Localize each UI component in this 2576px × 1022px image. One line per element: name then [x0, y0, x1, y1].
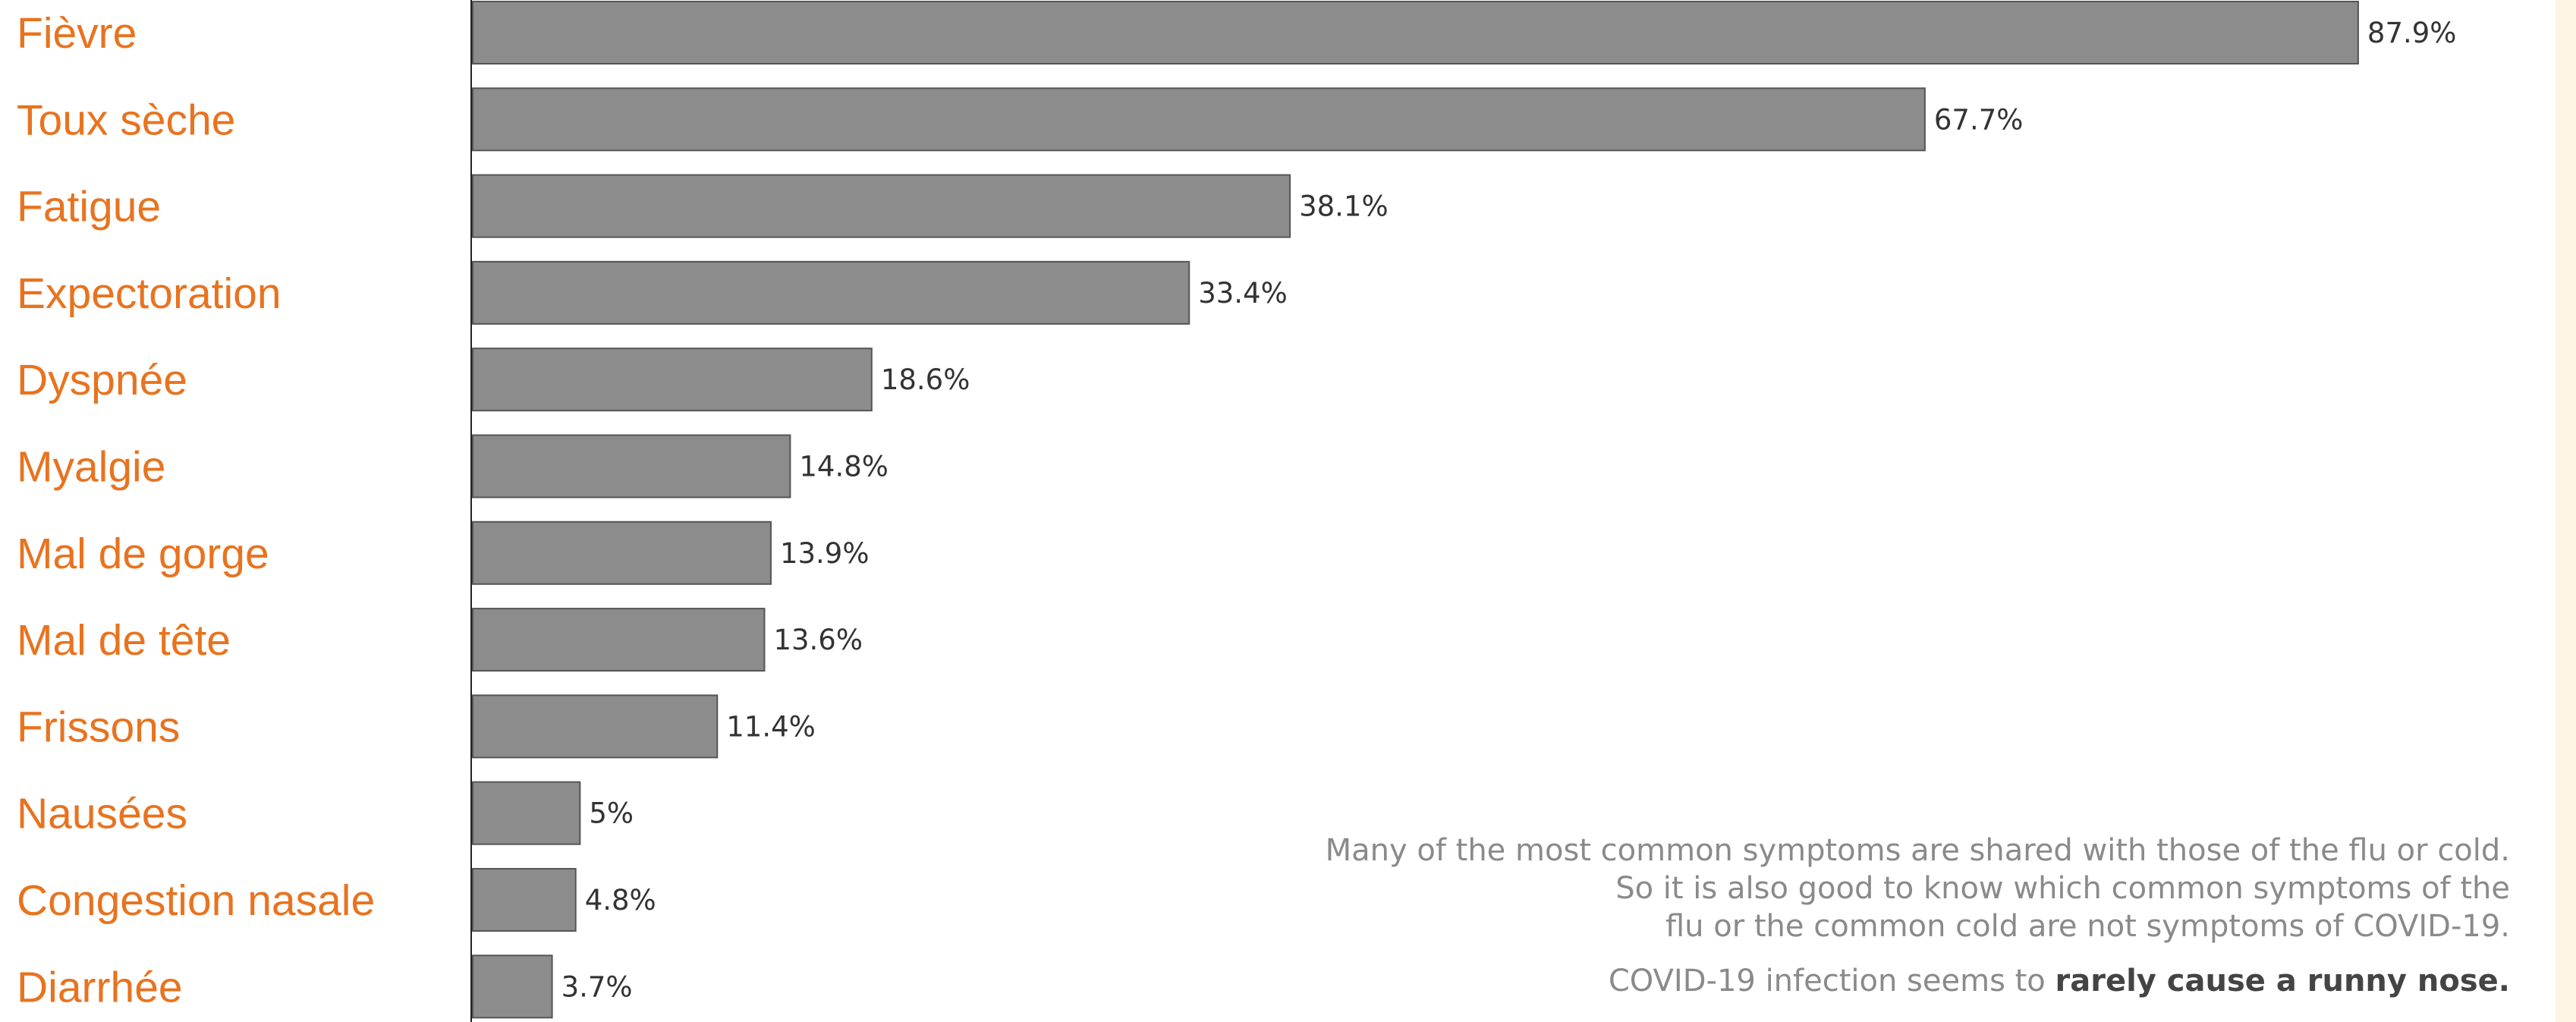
- value-label: 13.9%: [780, 537, 870, 570]
- category-labels-group: Fièvre Toux sèche Fatigue Expectoration Dysp…: [17, 9, 375, 1011]
- bar: [472, 434, 791, 498]
- bar: [472, 781, 581, 845]
- category-label: Congestion nasale: [17, 876, 375, 925]
- bar: [472, 347, 873, 412]
- category-label: Frissons: [17, 703, 180, 751]
- value-label: 67.7%: [1934, 103, 2024, 136]
- category-label: Expectoration: [17, 269, 282, 318]
- value-label: 5%: [589, 797, 634, 830]
- value-label: 38.1%: [1299, 190, 1389, 223]
- note-last-bold: rarely cause a runny nose.: [2055, 964, 2511, 998]
- category-label: Myalgie: [17, 443, 165, 492]
- bar: [472, 520, 772, 585]
- note-block: Many of the most common symptoms are sha…: [1326, 833, 2510, 998]
- value-label: 11.4%: [726, 710, 816, 743]
- bar: [472, 260, 1190, 325]
- value-labels-group: 87.9% 67.7% 38.1% 33.4% 18.6% 14.8% 13.9% 13.6%…: [561, 17, 2457, 1003]
- category-label: Mal de tête: [17, 616, 231, 665]
- note-line-1: Many of the most common symptoms are sha…: [1326, 833, 2510, 868]
- value-label: 18.6%: [881, 363, 970, 396]
- bar: [472, 174, 1291, 238]
- note-line-4: COVID-19 infection seems to rarely cause…: [1609, 964, 2510, 998]
- category-label: Toux sèche: [17, 96, 235, 144]
- bar: [472, 1, 2359, 64]
- note-last-prefix: COVID-19 infection seems to: [1609, 964, 2055, 998]
- category-label: Fièvre: [17, 9, 137, 58]
- bar: [472, 694, 719, 759]
- value-label: 13.6%: [773, 624, 863, 656]
- bar: [472, 868, 577, 932]
- category-label: Mal de gorge: [17, 530, 269, 578]
- value-label: 87.9%: [2367, 17, 2457, 49]
- bar: [472, 87, 1926, 152]
- note-line-3: flu or the common cold are not symptoms …: [1665, 909, 2510, 944]
- category-label: Diarrhée: [17, 963, 183, 1011]
- category-label: Fatigue: [17, 183, 161, 231]
- value-label: 3.7%: [561, 970, 633, 1003]
- value-label: 4.8%: [585, 884, 656, 917]
- right-edge-strip: [2556, 0, 2576, 1022]
- bar: [472, 954, 553, 1019]
- bars-group: [472, 1, 2359, 1019]
- category-label: Nausées: [17, 790, 187, 838]
- bar: [472, 608, 766, 672]
- value-label: 14.8%: [799, 451, 889, 483]
- value-label: 33.4%: [1198, 277, 1288, 310]
- note-line-2: So it is also good to know which common …: [1615, 871, 2510, 906]
- category-label: Dyspnée: [17, 356, 187, 404]
